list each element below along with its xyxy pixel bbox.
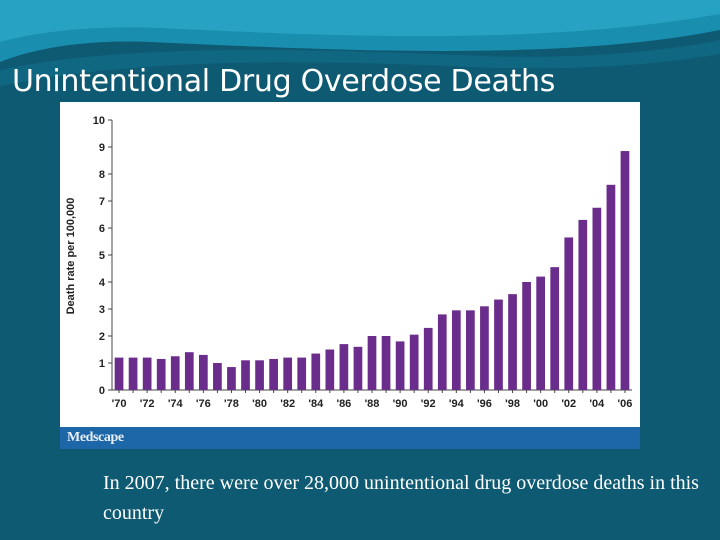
y-tick-label: 5 — [99, 250, 105, 262]
bar — [283, 357, 293, 390]
x-tick-label: '94 — [449, 398, 465, 410]
bar — [409, 334, 419, 390]
bar — [353, 346, 363, 390]
bar — [480, 306, 489, 390]
x-tick-label: '80 — [252, 398, 267, 410]
bar — [494, 299, 503, 390]
x-tick-label: '96 — [477, 398, 492, 410]
slide-caption: In 2007, there were over 28,000 unintent… — [103, 472, 699, 524]
bar — [339, 344, 349, 390]
bar — [466, 310, 475, 390]
bar — [437, 314, 447, 390]
bar — [508, 294, 517, 390]
x-tick-label: '88 — [365, 398, 380, 410]
x-tick-label: '86 — [336, 398, 351, 410]
bar — [128, 357, 138, 390]
y-tick-label: 7 — [99, 196, 105, 208]
bar — [311, 353, 321, 390]
bar — [114, 357, 124, 390]
x-tick-label: '70 — [112, 398, 127, 410]
bar — [198, 354, 208, 390]
source-footer-bar: Medscape — [60, 427, 640, 449]
bar — [269, 358, 278, 390]
x-axis: '70 '72 '74 '76 '78 '80 '82 '84 '86 '88 '90 '92 '94 '… — [112, 389, 633, 410]
x-tick-label: '02 — [561, 398, 576, 410]
x-tick-label: '06 — [618, 398, 633, 410]
x-tick-label: '92 — [421, 398, 436, 410]
y-tick-label: 3 — [99, 304, 105, 316]
x-tick-label: '82 — [280, 398, 295, 410]
bar — [536, 276, 546, 390]
bar — [227, 367, 236, 390]
x-tick-label: '78 — [224, 398, 239, 410]
chart-panel: 0 1 2 3 4 5 6 7 8 9 10 '70 '72 '74 '76 '78 '80 '82 '84 '86… — [60, 102, 640, 449]
y-tick-label: 1 — [99, 358, 105, 370]
bar — [395, 341, 405, 390]
bar — [184, 352, 194, 390]
bar — [451, 310, 461, 390]
bar — [255, 360, 264, 390]
bar — [606, 184, 616, 390]
bar — [578, 219, 588, 390]
bar-chart: 0 1 2 3 4 5 6 7 8 9 10 '70 '72 '74 '76 '78 '80 '82 '84 '86… — [65, 115, 633, 410]
x-tick-label: '04 — [589, 398, 605, 410]
x-tick-label: '84 — [308, 398, 324, 410]
bar — [620, 151, 630, 390]
bar — [564, 237, 574, 390]
y-tick-label: 9 — [99, 142, 105, 154]
medscape-logo: Medscape — [67, 430, 124, 445]
x-tick-label: '76 — [196, 398, 211, 410]
bar — [367, 336, 377, 390]
x-tick-label: '72 — [140, 398, 155, 410]
bar — [423, 327, 433, 390]
x-tick-label: '74 — [168, 398, 184, 410]
bar — [156, 358, 166, 390]
bar — [213, 363, 222, 390]
bar — [592, 207, 602, 390]
y-axis-title: Death rate per 100,000 — [65, 198, 77, 315]
bar — [297, 357, 307, 390]
bar — [381, 336, 391, 390]
y-tick-label: 0 — [99, 385, 105, 397]
y-tick-label: 6 — [99, 223, 105, 235]
y-axis: 0 1 2 3 4 5 6 7 8 9 10 — [93, 115, 113, 397]
bar — [142, 357, 152, 390]
bar — [170, 356, 180, 390]
y-tick-label: 8 — [99, 169, 105, 181]
bar — [325, 349, 335, 390]
x-tick-label: '98 — [505, 398, 520, 410]
y-tick-label: 10 — [93, 115, 105, 127]
bar — [550, 267, 560, 390]
bar-series — [114, 151, 630, 390]
y-tick-label: 2 — [99, 331, 105, 343]
bar — [522, 282, 531, 390]
y-tick-label: 4 — [99, 277, 106, 289]
x-tick-label: '00 — [533, 398, 548, 410]
bar — [241, 360, 250, 390]
slide-title: Unintentional Drug Overdose Deaths — [12, 64, 556, 99]
x-tick-label: '90 — [393, 398, 408, 410]
